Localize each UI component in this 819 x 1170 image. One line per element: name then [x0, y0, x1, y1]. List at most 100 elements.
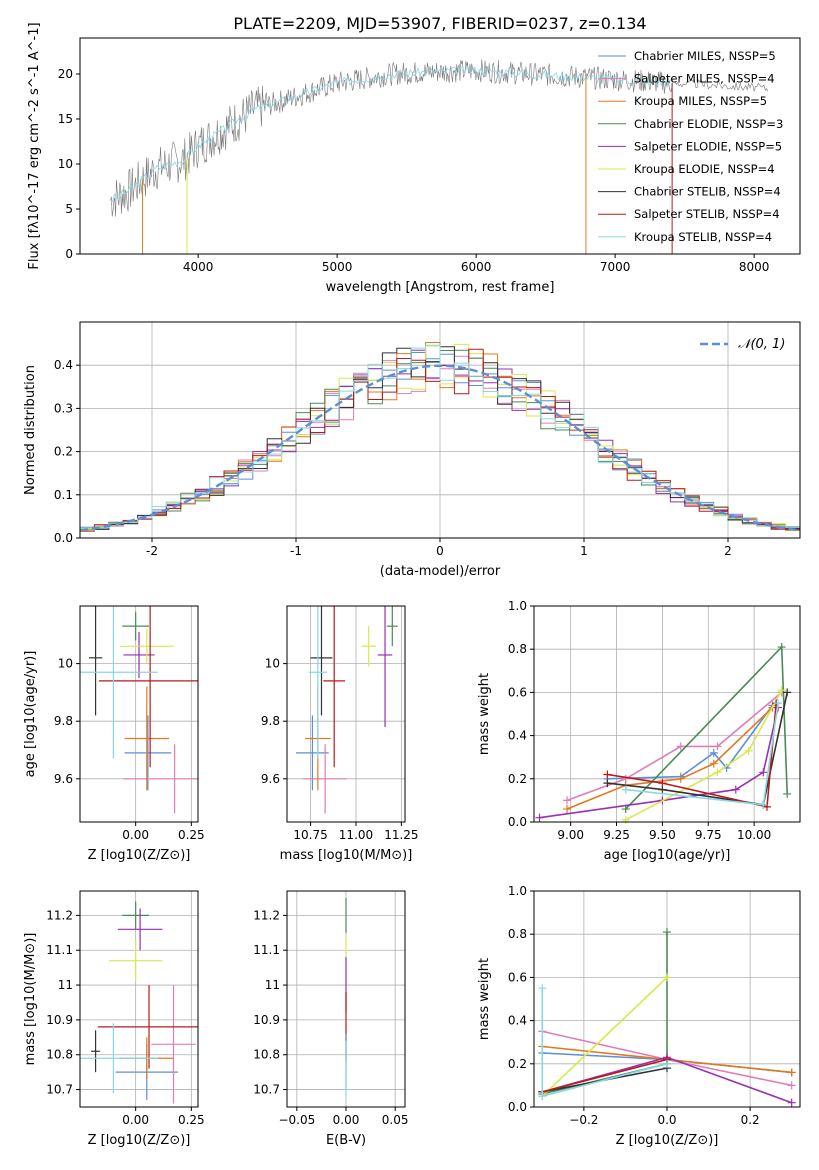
y-tick-label: 10.9	[253, 1013, 280, 1027]
plot-area-residuals	[79, 342, 801, 532]
axes-residuals: -2 -1 0 1 2 0.0 0.1 0.2 0.3 0.4 (data-model)/error…	[23, 321, 801, 579]
weight-line	[566, 691, 783, 802]
axes-frame	[79, 890, 199, 1108]
panel-Z-mass: 0.00 0.25 10.7 10.8 10.9 11 11.1 11.2 Z [log10(Z…	[23, 890, 205, 1148]
legend-label: Chabrier ELODIE, NSSP=3	[634, 117, 783, 131]
x-tick-label: 0.05	[382, 1113, 409, 1127]
x-axis-label: Z [log10(Z/Z⊙)]	[88, 848, 191, 863]
weight-line	[541, 976, 668, 1097]
axes-Z-weight: −0.2 0.0 0.2 0.0 0.2 0.4 0.6 0.8 1.0 Z [log10(Z/Z…	[477, 884, 801, 1148]
weight-marker	[759, 800, 768, 809]
error-bars	[296, 606, 398, 814]
x-tick-label: 0.0	[657, 1113, 676, 1127]
y-tick-label: 0.6	[508, 685, 527, 699]
x-tick-label: -1	[290, 544, 302, 558]
legend-label: Kroupa MILES, NSSP=5	[634, 94, 767, 108]
y-tick-label: 0.4	[508, 1014, 527, 1028]
weight-marker	[663, 1059, 671, 1068]
x-tick-label: 7000	[600, 260, 631, 274]
weight-marker	[676, 774, 685, 783]
weight-line	[625, 703, 779, 806]
y-tick-label: 9.8	[54, 714, 73, 728]
y-tick-label: 20	[58, 67, 73, 81]
x-axis-label: wavelength [Angstrom, rest frame]	[326, 280, 555, 295]
y-tick-label: 9.8	[261, 714, 280, 728]
axes-frame	[79, 37, 801, 255]
weight-line	[607, 692, 788, 806]
axes-EBV-mass: −0.05 0.00 0.05 10.7 10.8 10.9 11 11.1 11.2 E(B-V…	[253, 890, 409, 1148]
x-tick-label: 5000	[322, 260, 353, 274]
weight-marker	[731, 785, 740, 794]
weight-marker	[621, 805, 630, 814]
weight-line	[625, 689, 783, 821]
x-tick-label: 6000	[461, 260, 492, 274]
axes-frame	[79, 605, 199, 823]
axes-age-weight: 9.00 9.25 9.50 9.75 10.00 0.0 0.2 0.4 0.6 0.8 1.0 a…	[477, 599, 801, 863]
y-axis-label: Flux [fλ10^-17 erg cm^-2 s^-1 A^-1]	[27, 22, 42, 269]
y-tick-label: 15	[58, 112, 73, 126]
plot-area-Z-weight	[538, 928, 796, 1107]
weight-marker	[663, 973, 671, 982]
x-tick-label: 0.00	[122, 1113, 149, 1127]
legend-label: Kroupa ELODIE, NSSP=4	[634, 162, 775, 176]
observed-spectrum	[110, 59, 674, 217]
weight-marker	[787, 1068, 796, 1077]
y-tick-label: 0.2	[508, 1057, 527, 1071]
x-tick-label: 11.00	[339, 828, 373, 842]
y-tick-label: 11.2	[46, 908, 73, 922]
weight-line	[542, 932, 668, 1095]
panel-Z-weight: −0.2 0.0 0.2 0.0 0.2 0.4 0.6 0.8 1.0 Z [log10(Z/Z…	[477, 884, 801, 1148]
legend-label: Salpeter STELIB, NSSP=4	[634, 207, 780, 221]
x-tick-label: −0.2	[569, 1113, 598, 1127]
error-bars	[80, 606, 198, 814]
x-tick-label: 0.25	[178, 1113, 205, 1127]
x-tick-label: -2	[146, 544, 158, 558]
axes-Z-mass: 0.00 0.25 10.7 10.8 10.9 11 11.1 11.2 Z [log10(Z…	[23, 890, 205, 1148]
y-axis-label: mass weight	[477, 958, 492, 1040]
plot-area-Z-mass	[80, 901, 198, 1104]
normal-curve	[79, 364, 801, 532]
x-tick-label: 9.00	[557, 828, 584, 842]
y-tick-label: 1.0	[508, 884, 527, 898]
y-tick-label: 0.0	[508, 815, 527, 829]
legend-label: Salpeter MILES, NSSP=4	[634, 72, 775, 86]
weight-marker	[777, 643, 786, 652]
y-tick-label: 0.8	[508, 927, 527, 941]
weight-marker	[787, 1098, 796, 1107]
model-spectrum-extension	[674, 79, 769, 92]
y-tick-label: 11	[58, 978, 73, 992]
axes-mass-age: 10.75 11.00 11.25 9.6 9.8 10 mass [log10(M/M⊙)…	[261, 605, 419, 863]
weight-marker	[538, 1092, 547, 1101]
weight-line	[542, 1058, 668, 1093]
y-tick-label: 0.3	[54, 401, 73, 415]
x-tick-label: 8000	[739, 260, 770, 274]
panel-residuals: -2 -1 0 1 2 0.0 0.1 0.2 0.3 0.4 (data-model)/error…	[23, 321, 801, 579]
panel-spectrum: 4000 5000 6000 7000 8000 0 5 10 15 20 wavelength […	[27, 22, 801, 295]
weight-marker	[713, 742, 722, 751]
weight-marker	[773, 699, 782, 708]
weight-marker	[621, 815, 630, 824]
y-tick-label: 0	[65, 247, 73, 261]
x-tick-label: −0.05	[278, 1113, 315, 1127]
y-tick-label: 0.6	[508, 970, 527, 984]
x-tick-label: 9.50	[649, 828, 676, 842]
panel-age-weight: 9.00 9.25 9.50 9.75 10.00 0.0 0.2 0.4 0.6 0.8 1.0 a…	[477, 599, 801, 863]
y-tick-label: 11	[265, 978, 280, 992]
weight-marker	[603, 770, 612, 779]
panel-Z-age: 0.00 0.25 9.6 9.8 10 Z [log10(Z/Z⊙)] age [log1…	[23, 605, 205, 863]
weight-marker	[658, 779, 667, 788]
y-tick-label: 10.7	[253, 1083, 280, 1097]
x-axis-label: E(B-V)	[326, 1133, 366, 1148]
weight-marker	[563, 796, 572, 805]
weight-marker	[663, 928, 671, 937]
weight-marker	[713, 768, 722, 777]
x-tick-label: 1	[580, 544, 588, 558]
x-axis-label: mass [log10(M/M⊙)]	[280, 848, 413, 863]
y-tick-label: 10	[58, 157, 73, 171]
y-tick-label: 0.0	[54, 531, 73, 545]
y-axis-label: mass weight	[477, 673, 492, 755]
weight-marker	[759, 768, 768, 777]
weight-marker	[744, 746, 753, 755]
x-tick-label: 0.00	[122, 828, 149, 842]
y-tick-label: 10.9	[46, 1013, 73, 1027]
